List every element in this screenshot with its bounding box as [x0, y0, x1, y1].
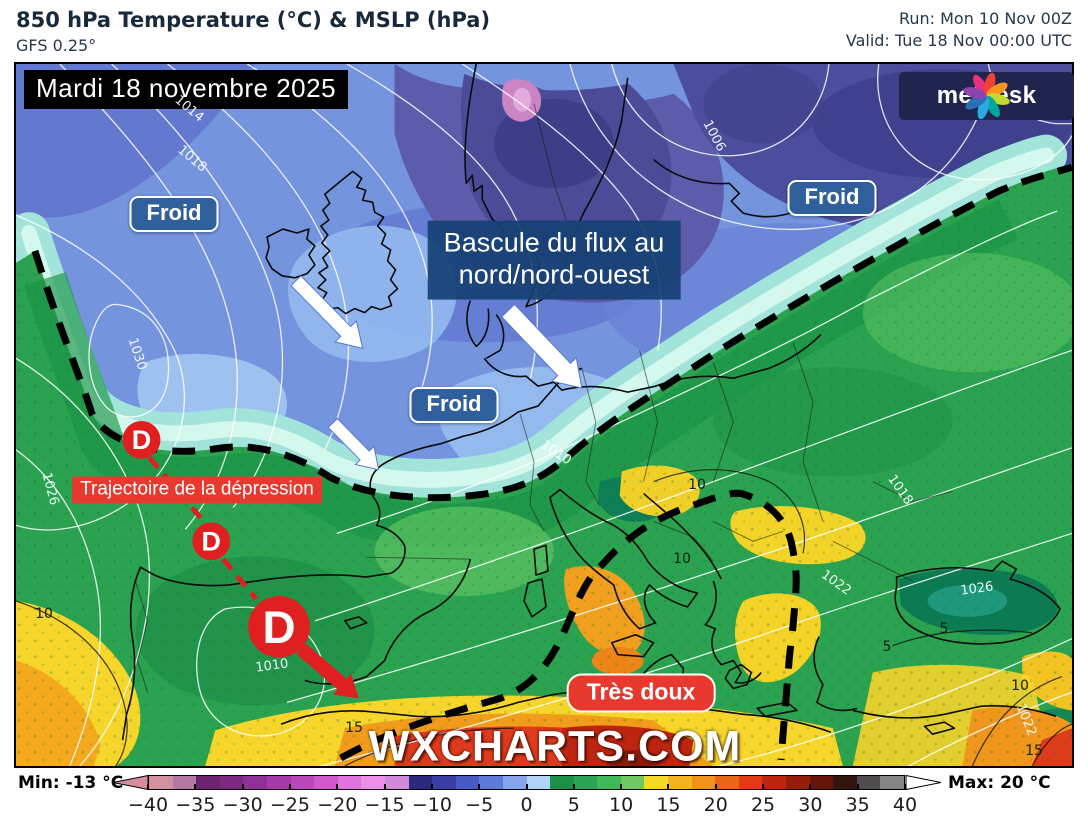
colorbar-right-arrow [905, 775, 942, 790]
colorbar-tick [667, 784, 670, 790]
colorbar-segment [550, 776, 574, 789]
colorbar-tick-label: 30 [798, 794, 823, 816]
colorbar-segment [526, 776, 551, 789]
colorbar-segment [337, 776, 362, 789]
map-canvas: D D D [16, 64, 1072, 766]
colorbar-segment [856, 776, 881, 789]
colorbar-segment [361, 776, 385, 789]
depression-marker [248, 595, 310, 658]
colorbar-tick-label: 0 [520, 794, 533, 816]
colorbar-tick [383, 784, 386, 790]
colorbar-tick-label: −30 [222, 794, 263, 816]
colorbar-segment [384, 776, 409, 789]
min-temp-label: Min: -13 °C [18, 773, 124, 793]
colorbar-segment [172, 776, 197, 789]
flow-arrow [290, 275, 364, 350]
airmass-boundary-dashed [31, 164, 1072, 762]
colorbar-tick [241, 784, 244, 790]
colorbar-tick-label: 10 [609, 794, 634, 816]
colorbar-segment [290, 776, 315, 789]
flow-arrow [500, 303, 583, 389]
model-label: GFS 0.25° [16, 36, 97, 55]
temp-contours [16, 469, 1072, 766]
colorbar-tick-label: −35 [175, 794, 216, 816]
colorbar-tick-label: −40 [127, 794, 169, 816]
colorbar-tick [856, 784, 859, 790]
page-title: 850 hPa Temperature (°C) & MSLP (hPa) [16, 8, 491, 32]
colorbar-segment [479, 776, 503, 789]
colorbar-segment [196, 776, 220, 789]
depression-marker [192, 522, 231, 561]
colorbar-tick [762, 784, 765, 790]
colorbar-segment [408, 776, 433, 789]
colorbar-segment [266, 776, 291, 789]
colorbar-tick [904, 784, 906, 790]
colorbar-tick [336, 784, 339, 790]
depression-marker-letter: D [202, 527, 221, 557]
max-temp-label: Max: 20 °C [948, 773, 1051, 793]
colorbar-segment [455, 776, 480, 789]
trajectory-arrow [296, 643, 359, 699]
colorbar-tick-label: 35 [845, 794, 870, 816]
colorbar-tick-label: −5 [465, 794, 494, 816]
colorbar-segment [762, 776, 787, 789]
colorbar-segment [573, 776, 598, 789]
colorbar-segment [668, 776, 692, 789]
colorbar-tick-label: 40 [892, 794, 918, 816]
depression-marker-letter: D [132, 425, 151, 455]
colorbar [148, 775, 905, 790]
header: 850 hPa Temperature (°C) & MSLP (hPa) GF… [0, 0, 1088, 62]
run-info: Run: Mon 10 Nov 00Z Valid: Tue 18 Nov 00… [846, 8, 1072, 51]
flow-arrows [290, 275, 583, 471]
colorbar-segment [597, 776, 621, 789]
run-time: Run: Mon 10 Nov 00Z [898, 9, 1072, 28]
colorbar-tick [714, 784, 717, 790]
colorbar-segment [149, 776, 173, 789]
colorbar-tick-label: 5 [567, 794, 580, 816]
colorbar-tick [572, 784, 575, 790]
colorbar-tick [809, 784, 812, 790]
colorbar-segment [219, 776, 244, 789]
colorbar-left-arrow [112, 775, 149, 790]
colorbar-segment [243, 776, 267, 789]
colorbar-segment [691, 776, 716, 789]
colorbar-tick-label: 20 [703, 794, 728, 816]
colorbar-tick-label: −10 [411, 794, 452, 816]
colorbar-tick [288, 784, 291, 790]
valid-time: Valid: Tue 18 Nov 00:00 UTC [845, 30, 1072, 50]
colorbar-tick [620, 784, 623, 790]
flow-arrow [327, 417, 380, 471]
colorbar-segment [809, 776, 834, 789]
colorbar-tick-label: 25 [750, 794, 776, 816]
depression-marker-letter: D [262, 602, 295, 653]
colorbar-segment [644, 776, 669, 789]
colorbar-segment [314, 776, 338, 789]
colorbar-segment [620, 776, 645, 789]
colorbar-segment [738, 776, 763, 789]
colorbar-tick [478, 784, 481, 790]
colorbar-segment [715, 776, 739, 789]
colorbar-segment [880, 776, 904, 789]
depression-marker [122, 420, 161, 459]
colorbar-tick-label: 15 [656, 794, 681, 816]
temperature-legend: Min: -13 °C Max: 20 °C −40 −35 −30 −25 −20 −1… [0, 770, 1088, 833]
colorbar-tick [525, 784, 528, 790]
colorbar-segment [432, 776, 456, 789]
colorbar-segment [833, 776, 857, 789]
colorbar-tick [147, 784, 149, 790]
depression-trajectory: D D D [122, 420, 359, 699]
colorbar-tick-label: −25 [269, 794, 310, 816]
colorbar-tick-label: −15 [364, 794, 405, 816]
colorbar-tick [430, 784, 433, 790]
colorbar-tick [194, 784, 197, 790]
colorbar-segment [786, 776, 810, 789]
colorbar-tick-label: −20 [317, 794, 358, 816]
colorbar-segment [502, 776, 527, 789]
